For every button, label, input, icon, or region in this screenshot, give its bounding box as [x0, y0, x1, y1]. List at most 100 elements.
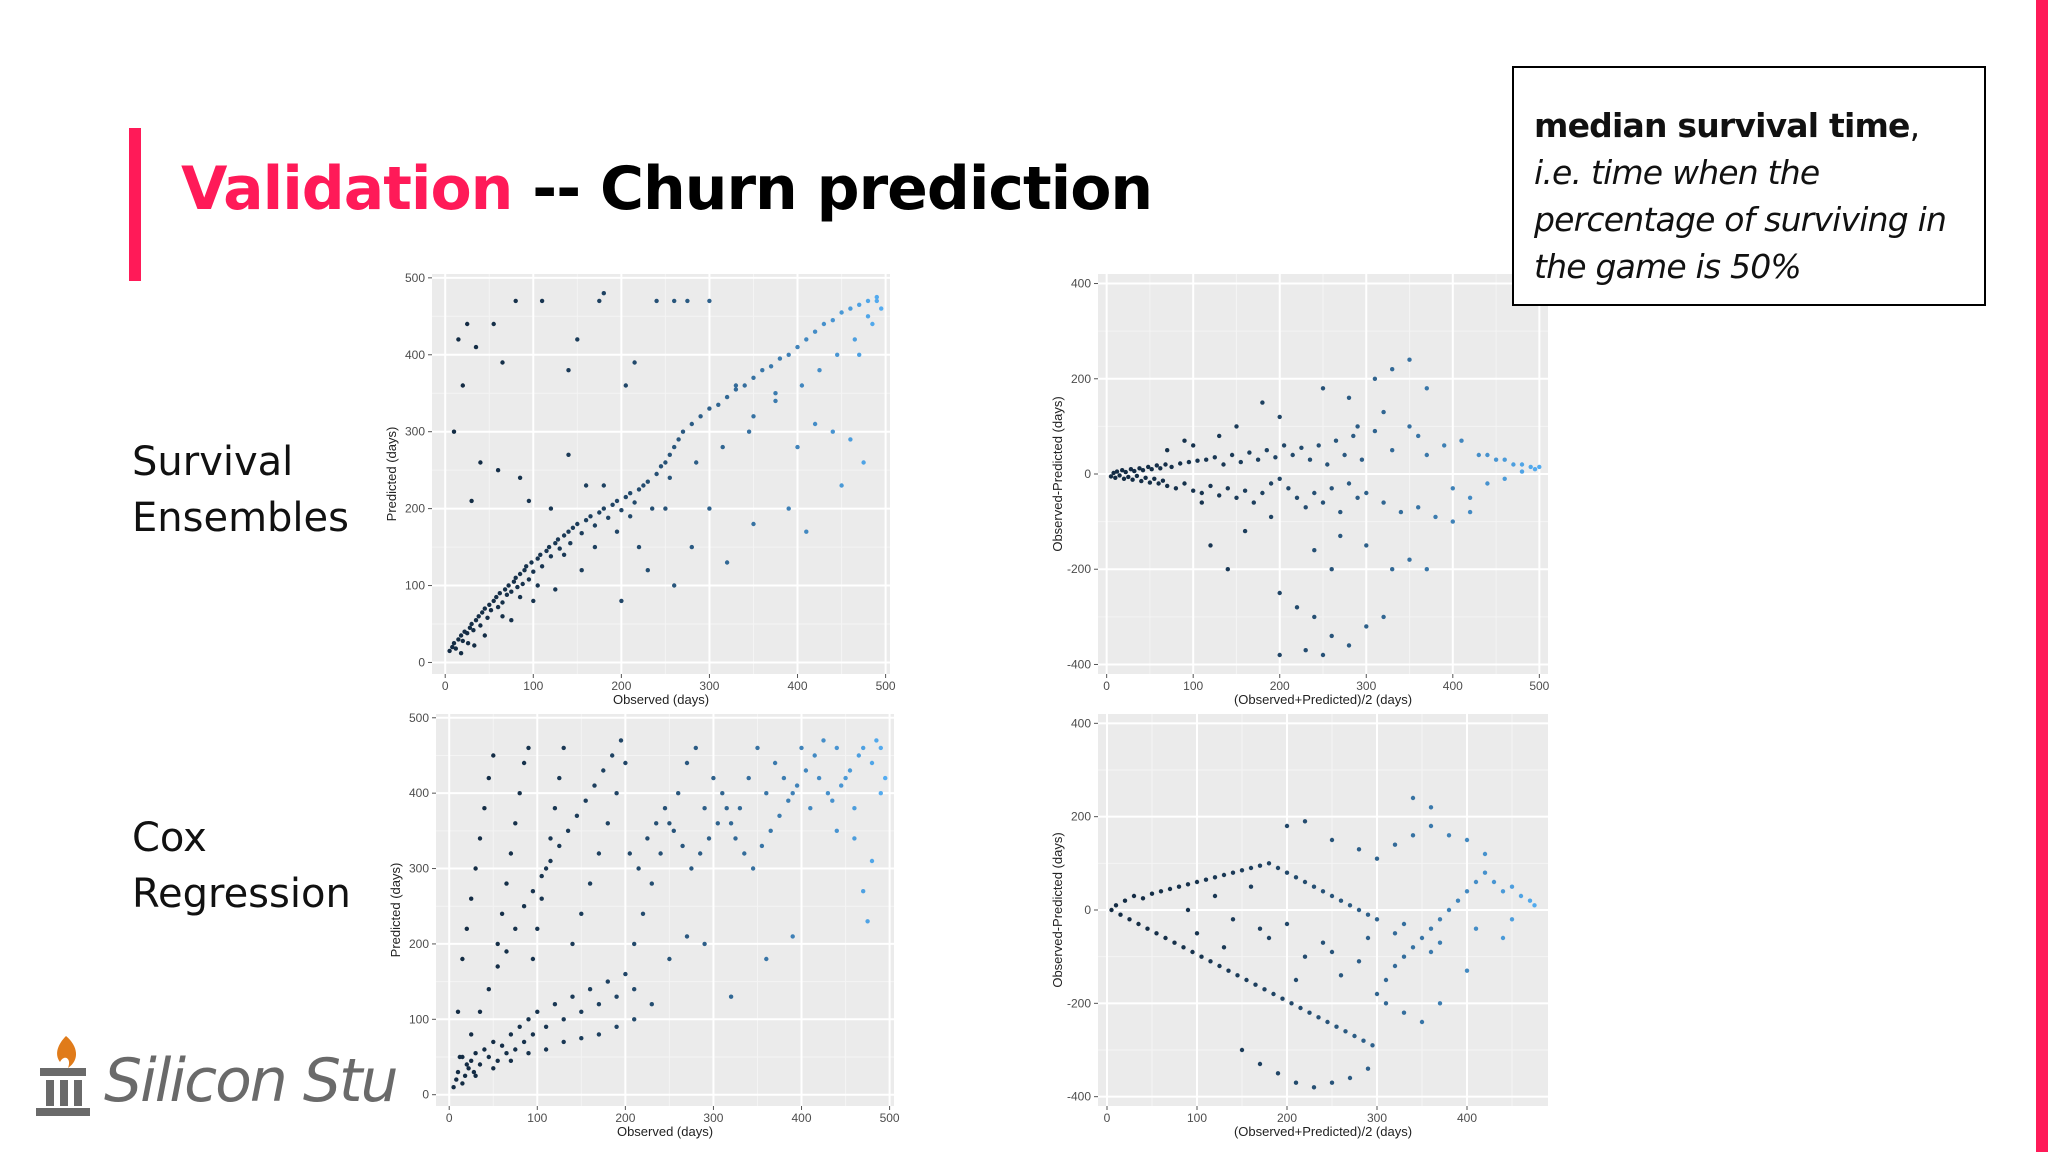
data-point	[553, 541, 558, 546]
data-point	[482, 806, 487, 811]
title-rest: -- Churn prediction	[512, 154, 1153, 224]
data-point	[645, 479, 650, 484]
data-point	[451, 429, 457, 434]
data-point	[1532, 903, 1537, 908]
data-point	[478, 623, 483, 628]
data-point	[1145, 926, 1150, 931]
data-point	[1401, 954, 1407, 959]
data-point	[561, 533, 567, 538]
data-point	[1365, 1066, 1371, 1071]
data-point	[667, 475, 672, 480]
data-point	[1410, 945, 1416, 950]
data-point	[1316, 443, 1321, 448]
data-point	[1407, 357, 1412, 362]
data-point	[466, 1066, 471, 1071]
data-point	[610, 502, 615, 507]
x-tick-label: 300	[703, 1111, 723, 1125]
data-point	[1194, 931, 1200, 936]
data-point	[816, 775, 822, 781]
data-point	[632, 987, 637, 992]
data-point	[1294, 605, 1300, 610]
data-point	[663, 506, 668, 511]
y-tick-label: 300	[405, 425, 425, 439]
data-point	[473, 1051, 478, 1056]
row-label-cox-regression: Cox Regression	[132, 810, 362, 922]
data-point	[654, 821, 659, 826]
data-point	[869, 858, 875, 864]
data-point	[495, 468, 501, 473]
data-point	[1212, 455, 1217, 460]
data-point	[1333, 438, 1339, 443]
data-point	[684, 934, 690, 939]
data-point	[786, 506, 791, 511]
data-point	[1113, 475, 1118, 480]
data-point	[1248, 884, 1254, 889]
data-point	[491, 1039, 496, 1045]
data-point	[531, 569, 536, 574]
data-point	[605, 821, 610, 826]
data-point	[857, 302, 862, 307]
data-point	[491, 753, 496, 758]
data-point	[1290, 452, 1295, 458]
data-point	[1365, 935, 1371, 941]
data-point	[1255, 457, 1261, 462]
data-point	[1437, 917, 1443, 922]
data-point	[1199, 490, 1204, 496]
data-point	[530, 1032, 536, 1037]
data-point	[1502, 457, 1507, 462]
data-point	[517, 1024, 522, 1029]
data-point	[526, 577, 532, 582]
data-point	[649, 1002, 654, 1007]
data-point	[1356, 907, 1362, 913]
data-point	[460, 383, 465, 388]
data-point	[1281, 443, 1287, 448]
data-point	[641, 483, 646, 488]
data-point	[628, 514, 633, 519]
data-point	[1311, 1085, 1317, 1090]
data-point	[517, 791, 522, 796]
data-point	[1191, 443, 1196, 448]
y-axis-label: Observed-Predicted (days)	[1050, 396, 1065, 551]
data-point	[676, 437, 681, 442]
data-point	[830, 798, 835, 803]
x-tick-label: 400	[788, 679, 808, 693]
data-point	[506, 583, 511, 588]
data-point	[768, 364, 774, 369]
data-point	[672, 583, 677, 588]
x-axis-label: (Observed+Predicted)/2 (days)	[1234, 1124, 1412, 1139]
data-point	[1450, 519, 1455, 524]
data-point	[848, 437, 853, 442]
y-tick-label: 300	[409, 862, 429, 876]
data-point	[733, 383, 739, 388]
y-tick-label: 200	[1071, 810, 1091, 824]
data-point	[526, 1051, 531, 1056]
data-point	[773, 391, 778, 396]
data-point	[1383, 977, 1389, 983]
x-tick-label: 0	[446, 1111, 453, 1125]
data-point	[795, 444, 800, 450]
data-point	[804, 337, 809, 342]
data-point	[494, 594, 499, 600]
data-point	[473, 866, 478, 871]
data-point	[1140, 896, 1146, 901]
data-point	[450, 644, 455, 650]
data-point	[1464, 889, 1470, 894]
data-point	[1338, 509, 1343, 515]
data-point	[790, 934, 795, 939]
data-point	[606, 515, 611, 520]
data-point	[1109, 907, 1114, 913]
data-point	[1169, 464, 1174, 470]
data-point	[1401, 1010, 1407, 1015]
data-point	[1410, 833, 1416, 838]
callout-italic: time when the percentage of surviving in…	[1534, 153, 1947, 286]
data-point	[597, 298, 602, 304]
data-point	[1338, 973, 1344, 978]
data-point	[671, 828, 676, 833]
data-point	[672, 298, 677, 304]
data-point	[1127, 917, 1132, 922]
data-point	[1114, 469, 1120, 474]
data-point	[1185, 882, 1191, 887]
data-point	[1221, 872, 1227, 878]
data-point	[1509, 917, 1515, 922]
data-point	[561, 1017, 566, 1022]
